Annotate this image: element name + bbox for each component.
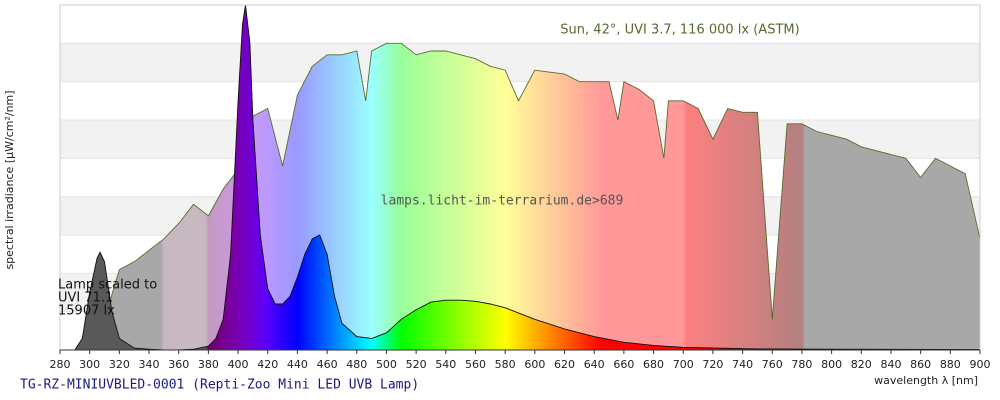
plot-layer [59, 4, 981, 351]
x-tick-label: 560 [465, 358, 486, 371]
x-tick-label: 800 [821, 358, 842, 371]
x-tick-label: 460 [317, 358, 338, 371]
watermark: lamps.licht-im-terrarium.de>689 [381, 194, 624, 209]
x-tick-label: 680 [643, 358, 664, 371]
lamp-note: Lamp scaled to [58, 278, 157, 293]
y-axis-label: spectral irradiance [µW/cm²/nm] [3, 90, 16, 269]
x-axis-label: wavelength λ [nm] [874, 374, 978, 387]
x-tick-label: 580 [495, 358, 516, 371]
x-tick-label: 720 [702, 358, 723, 371]
x-tick-label: 620 [554, 358, 575, 371]
x-tick-label: 320 [109, 358, 130, 371]
x-tick-label: 400 [228, 358, 249, 371]
x-tick-label: 420 [257, 358, 278, 371]
x-tick-label: 760 [762, 358, 783, 371]
grid-band [60, 43, 980, 82]
x-tick-label: 380 [198, 358, 219, 371]
x-tick-label: 440 [287, 358, 308, 371]
x-tick-label: 480 [346, 358, 367, 371]
x-tick-label: 640 [584, 358, 605, 371]
x-tick-label: 300 [79, 358, 100, 371]
x-tick-label: 600 [524, 358, 545, 371]
x-tick-label: 280 [50, 358, 71, 371]
x-tick-label: 700 [673, 358, 694, 371]
x-tick-label: 360 [168, 358, 189, 371]
x-tick-label: 500 [376, 358, 397, 371]
x-tick-label: 880 [940, 358, 961, 371]
lamp-note: 15907 lx [58, 304, 115, 319]
x-tick-label: 840 [880, 358, 901, 371]
spectrum-line [60, 4, 981, 351]
x-tick-label: 820 [851, 358, 872, 371]
x-tick-label: 900 [970, 358, 991, 371]
sun-annotation: Sun, 42°, UVI 3.7, 116 000 lx (ASTM) [560, 23, 799, 38]
x-tick-label: 520 [406, 358, 427, 371]
footer: TG-RZ-MINIUVBLED-0001 (Repti-Zoo Mini LE… [20, 378, 419, 393]
area-fill [60, 5, 980, 350]
lamp-note: UVI 71.1 [58, 291, 113, 306]
x-tick-label: 660 [613, 358, 634, 371]
x-tick-label: 740 [732, 358, 753, 371]
x-tick-label: 340 [139, 358, 160, 371]
spectrum-line [74, 42, 981, 351]
x-tick-label: 780 [791, 358, 812, 371]
x-tick-label: 860 [910, 358, 931, 371]
x-tick-label: 540 [435, 358, 456, 371]
